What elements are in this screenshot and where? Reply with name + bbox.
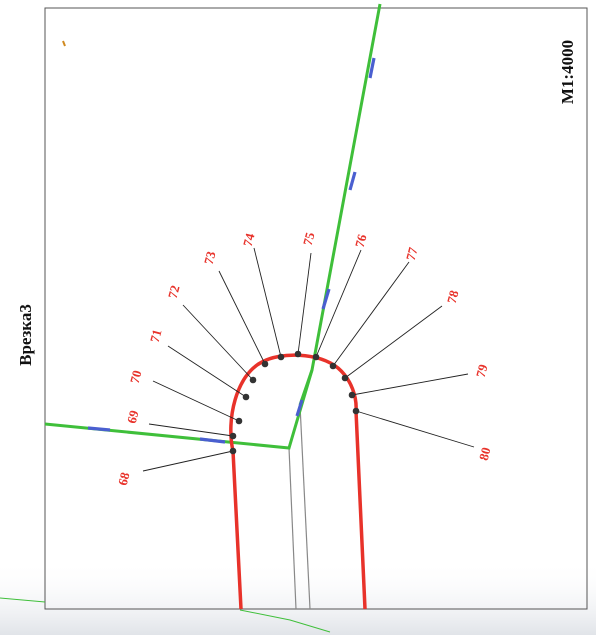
point-label-80: 80	[476, 446, 494, 462]
point-label-74: 74	[240, 231, 258, 248]
map-frame	[44, 7, 588, 610]
leader-line-78	[344, 305, 443, 379]
page-fold-shadow	[0, 560, 596, 635]
map-mark	[62, 40, 66, 47]
point-label-76: 76	[352, 232, 370, 249]
point-label-78: 78	[444, 288, 462, 305]
leader-line-76	[315, 249, 362, 358]
curve-point-73	[261, 360, 269, 368]
point-label-72: 72	[165, 284, 183, 300]
leader-line-80	[355, 410, 475, 448]
curve-point-74	[277, 353, 285, 361]
road-accent	[321, 288, 331, 310]
axis-line	[299, 404, 311, 610]
leader-line-75	[297, 252, 312, 355]
curve-line	[229, 353, 367, 610]
point-label-70: 70	[127, 369, 145, 385]
curve-point-79	[348, 391, 356, 399]
curve-point-70	[235, 417, 243, 425]
page-title: Врезка3	[16, 304, 35, 366]
curve-point-76	[312, 353, 320, 361]
leader-line-70	[152, 380, 240, 422]
axis-line	[288, 447, 297, 610]
road-line	[44, 3, 382, 450]
leader-line-71	[167, 345, 247, 398]
point-label-69: 69	[124, 408, 142, 425]
curve-point-68	[229, 447, 237, 455]
leader-line-73	[218, 270, 266, 365]
scale-label: M1:4000	[558, 40, 577, 104]
leader-line-77	[332, 261, 410, 367]
curve-point-80	[352, 407, 360, 415]
point-label-77: 77	[403, 245, 421, 262]
road-accent	[368, 57, 376, 79]
point-label-71: 71	[147, 328, 165, 344]
leader-line-72	[182, 304, 254, 381]
point-labels: 68 69 70 71 72 73 74 75 76 77 78 79 80	[115, 230, 494, 487]
road-accent	[348, 171, 357, 191]
curve-point-75	[294, 350, 302, 358]
point-label-75: 75	[300, 230, 318, 247]
leader-line-79	[351, 373, 469, 396]
curve-points	[229, 350, 360, 455]
road-accent	[87, 426, 111, 432]
leader-lines	[142, 247, 475, 472]
leader-line-74	[253, 247, 282, 358]
road-continuation	[0, 597, 46, 603]
leader-line-69	[148, 423, 234, 437]
curve-point-69	[229, 432, 237, 440]
road-accent	[199, 437, 226, 444]
curve-point-72	[249, 376, 257, 384]
road-line	[298, 369, 314, 406]
point-label-79: 79	[473, 362, 491, 379]
curve-point-78	[341, 374, 349, 382]
curve-point-71	[242, 393, 250, 401]
point-label-73: 73	[201, 249, 219, 266]
curve-point-77	[329, 362, 337, 370]
road-accent	[295, 399, 304, 417]
point-label-68: 68	[115, 470, 133, 487]
leader-line-68	[142, 450, 234, 472]
road-continuation	[239, 609, 331, 633]
